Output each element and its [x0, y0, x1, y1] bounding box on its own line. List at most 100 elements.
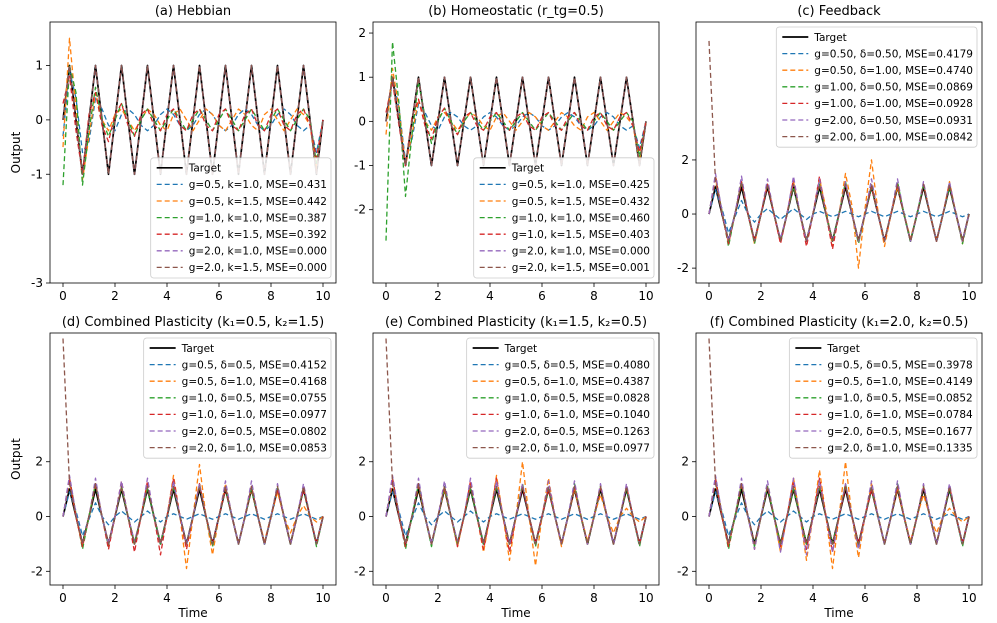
series-line	[62, 491, 324, 537]
x-axis-label: Time	[500, 606, 530, 620]
legend-box	[775, 26, 978, 148]
y-tick-label: -2	[354, 203, 366, 217]
y-axis-label: Output	[9, 131, 23, 173]
panel: (b) Homeostatic (r_tg=0.5) 0 2 4 6 8 10 -2 -1 0 1 2…	[354, 4, 660, 303]
x-tick-label: 4	[163, 591, 171, 605]
series-line	[385, 67, 647, 167]
axes-frame	[49, 21, 337, 284]
legend-label: Target	[181, 343, 214, 355]
legend-label: Target	[826, 343, 859, 355]
legend-label: g=0.5, δ=1.0, MSE=0.4168	[182, 376, 327, 388]
plot-area	[62, 338, 324, 570]
legend-label: g=0.5, k=1.5, MSE=0.432	[512, 196, 650, 208]
legend-label: g=0.5, k=1.5, MSE=0.442	[189, 196, 327, 208]
series-line	[708, 40, 970, 242]
legend: Target g=0.5, δ=0.5, MSE=0.3978 g=0.5, δ=1…	[788, 337, 978, 459]
y-axis-label: Output	[9, 438, 23, 480]
y-tick-label: 1	[358, 70, 366, 84]
legend-label: g=2.0, δ=1.0, MSE=0.0853	[182, 442, 327, 454]
legend-label: g=1.0, δ=1.0, MSE=0.1040	[505, 409, 650, 421]
legend-label: g=0.5, δ=1.0, MSE=0.4149	[827, 376, 972, 388]
axes-frame	[49, 332, 337, 586]
legend-label: g=2.00, δ=0.50, MSE=0.0931	[814, 115, 973, 127]
y-tick-label: -2	[31, 564, 43, 578]
legend-label: g=1.0, δ=1.0, MSE=0.0784	[827, 409, 973, 421]
x-tick-label: 10	[961, 591, 976, 605]
legend-label: g=2.0, δ=0.5, MSE=0.0802	[182, 426, 327, 438]
legend-label: g=1.00, δ=1.00, MSE=0.0928	[814, 98, 973, 110]
legend-label: g=0.5, k=1.0, MSE=0.425	[512, 179, 650, 191]
legend-label: g=0.5, δ=1.0, MSE=0.4387	[505, 376, 650, 388]
x-tick-label: 6	[215, 591, 223, 605]
y-tick-label: 0	[681, 207, 689, 221]
x-tick-label: 4	[809, 591, 817, 605]
plot-area	[385, 41, 647, 241]
legend-label: g=2.0, δ=0.5, MSE=0.1263	[505, 426, 650, 438]
x-tick-label: 10	[638, 591, 653, 605]
legend-box	[466, 337, 655, 459]
y-tick-label: -1	[31, 167, 43, 181]
axes-frame	[372, 332, 660, 586]
axes-frame	[695, 21, 983, 284]
legend-label: g=2.0, k=1.0, MSE=0.000	[512, 246, 650, 258]
panel-title: (a) Hebbian	[155, 4, 231, 19]
panel: (f) Combined Plasticity (k₁=2.0, k₂=0.5)…	[677, 315, 983, 620]
x-tick-label: 2	[757, 591, 765, 605]
x-tick-label: 10	[315, 591, 330, 605]
series-line	[385, 491, 647, 537]
legend-label: g=0.5, δ=0.5, MSE=0.4080	[505, 359, 650, 371]
legend: Target g=0.5, k=1.0, MSE=0.425 g=0.5, k=1.…	[473, 157, 655, 279]
y-tick-label: 2	[681, 153, 689, 167]
legend-label: g=2.0, δ=0.5, MSE=0.1677	[827, 426, 972, 438]
x-tick-label: 0	[59, 289, 67, 303]
legend-label: g=0.50, δ=1.00, MSE=0.4740	[814, 65, 973, 77]
x-tick-label: 8	[590, 289, 598, 303]
y-tick-label: 0	[681, 510, 689, 524]
legend-label: g=0.50, δ=0.50, MSE=0.4179	[814, 48, 973, 60]
x-tick-label: 6	[861, 289, 869, 303]
legend-label: g=2.0, δ=1.0, MSE=0.1335	[827, 442, 972, 454]
y-tick-label: 0	[358, 510, 366, 524]
legend-label: g=2.00, δ=1.00, MSE=0.0842	[814, 131, 973, 143]
legend: Target g=0.50, δ=0.50, MSE=0.4179 g=0.50, …	[775, 26, 978, 148]
legend-label: g=1.0, δ=1.0, MSE=0.0977	[182, 409, 327, 421]
x-tick-label: 0	[382, 289, 390, 303]
x-tick-label: 6	[861, 591, 869, 605]
legend: Target g=0.5, δ=0.5, MSE=0.4080 g=0.5, δ=1…	[466, 337, 655, 459]
legend-label: g=0.5, k=1.0, MSE=0.431	[189, 179, 327, 191]
series-line	[62, 64, 324, 175]
legend-label: Target	[511, 163, 544, 175]
y-tick-label: -3	[31, 276, 43, 290]
legend-label: g=1.0, δ=0.5, MSE=0.0755	[182, 393, 327, 405]
x-tick-label: 8	[913, 591, 921, 605]
legend-label: g=1.0, δ=0.5, MSE=0.0828	[505, 393, 650, 405]
panel-title: (c) Feedback	[797, 4, 881, 19]
series-line	[708, 491, 970, 537]
x-tick-label: 6	[538, 289, 546, 303]
legend-label: g=0.5, δ=0.5, MSE=0.3978	[827, 359, 972, 371]
y-tick-label: 0	[358, 114, 366, 128]
panel: (a) Hebbian 0 2 4 6 8 10 -3 -1 0 1 Output Target g=0.…	[9, 4, 337, 303]
legend-label: g=2.0, k=1.5, MSE=0.001	[512, 262, 650, 274]
series-line	[385, 80, 647, 167]
legend-label: g=1.0, k=1.0, MSE=0.387	[189, 212, 327, 224]
y-tick-label: 2	[358, 26, 366, 40]
plot-area	[62, 37, 324, 186]
axes-frame	[372, 21, 660, 284]
x-tick-label: 2	[434, 289, 442, 303]
y-tick-label: 0	[35, 113, 43, 127]
legend-box	[788, 337, 978, 459]
series-line	[708, 338, 970, 545]
series-line	[385, 338, 647, 545]
axes-frame	[695, 332, 983, 586]
panel-title: (d) Combined Plasticity (k₁=0.5, k₂=1.5)	[62, 315, 324, 330]
x-tick-label: 4	[163, 289, 171, 303]
panel: (e) Combined Plasticity (k₁=1.5, k₂=0.5)…	[354, 315, 660, 620]
legend: Target g=0.5, k=1.0, MSE=0.431 g=0.5, k=1.…	[150, 157, 332, 279]
series-line	[62, 338, 324, 545]
plot-area	[708, 338, 970, 570]
series-line	[385, 76, 647, 167]
series-line	[62, 37, 324, 181]
plot-area	[385, 338, 647, 567]
